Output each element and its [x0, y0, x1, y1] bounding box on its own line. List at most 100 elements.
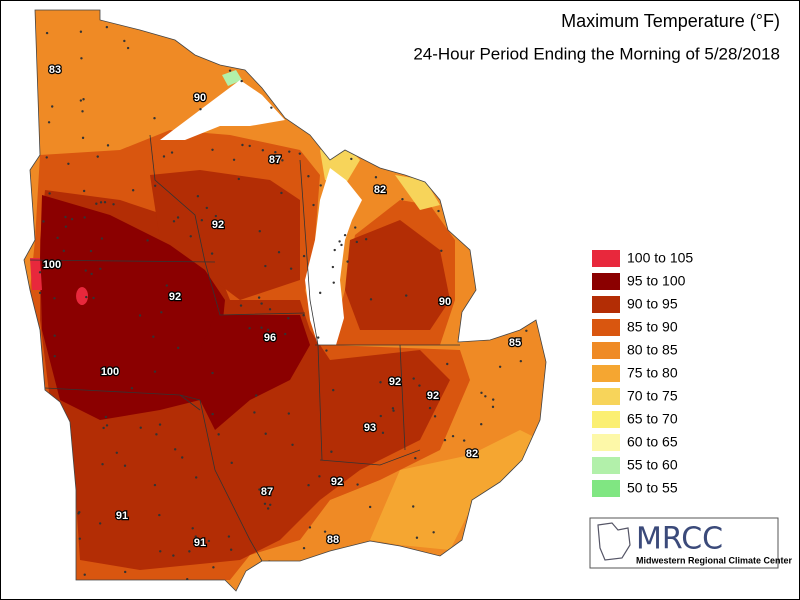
temperature-label: 88 [327, 534, 339, 546]
station [302, 254, 306, 258]
station [415, 536, 419, 539]
station [270, 106, 273, 109]
station [480, 391, 483, 395]
station [264, 264, 267, 268]
legend-label: 65 to 70 [627, 411, 678, 427]
temperature-label: 92 [212, 219, 224, 231]
station [291, 443, 294, 446]
station [287, 317, 290, 320]
station [280, 191, 283, 195]
station [172, 554, 175, 557]
station [181, 456, 184, 459]
station [83, 573, 86, 576]
legend-label: 80 to 85 [627, 342, 678, 358]
station [405, 294, 408, 297]
station [228, 69, 232, 72]
station [138, 314, 142, 317]
station [85, 295, 88, 299]
station [186, 578, 189, 581]
station [354, 226, 357, 229]
logo-name: MRCC [636, 522, 723, 557]
legend-swatch [592, 342, 620, 359]
station [170, 151, 174, 154]
temperature-label: 83 [49, 64, 61, 76]
station [240, 79, 243, 83]
station [255, 394, 258, 397]
station [130, 387, 134, 390]
station [302, 546, 306, 550]
station [153, 483, 157, 487]
legend-label: 100 to 105 [627, 250, 693, 266]
station [131, 189, 135, 192]
station [67, 162, 70, 165]
station [176, 346, 180, 350]
temperature-zone [30, 258, 42, 290]
station [103, 201, 107, 204]
station [77, 512, 80, 515]
station [189, 235, 192, 238]
station [330, 450, 333, 453]
temperature-zone [395, 175, 440, 210]
station [42, 220, 45, 223]
station [333, 248, 336, 252]
station [82, 189, 86, 193]
temperature-label: 91 [194, 537, 206, 549]
station [307, 484, 310, 487]
logo: MRCC Midwestern Regional Climate Center [589, 517, 793, 569]
logo-subtitle: Midwestern Regional Climate Center [636, 555, 793, 565]
legend-swatch [592, 296, 620, 313]
station [239, 304, 243, 307]
station [191, 527, 194, 530]
temperature-label: 82 [374, 184, 386, 196]
station [211, 371, 214, 375]
station [338, 240, 341, 243]
station [95, 202, 98, 205]
station [53, 355, 56, 358]
station [123, 464, 127, 467]
station [82, 98, 85, 101]
temperature-label: 100 [43, 259, 61, 271]
station [264, 432, 267, 435]
station [211, 148, 214, 151]
station [451, 434, 455, 438]
station [229, 548, 233, 551]
station [99, 267, 102, 270]
station [319, 184, 322, 187]
station [391, 407, 395, 410]
legend-swatch [592, 434, 620, 451]
station [484, 395, 487, 398]
station [48, 192, 51, 195]
station [443, 438, 447, 442]
station [331, 265, 335, 269]
station [432, 531, 435, 534]
station [158, 423, 162, 426]
legend: 100 to 105 95 to 100 90 to 95 85 to 90 80 to… [592, 250, 693, 497]
temperature-zone [370, 430, 540, 550]
legend-label: 60 to 65 [627, 434, 678, 450]
station [47, 121, 51, 124]
station [232, 158, 236, 162]
state-border [199, 399, 263, 562]
station [428, 406, 432, 410]
station [519, 359, 523, 363]
temperature-label: 100 [101, 366, 119, 378]
station [257, 296, 261, 299]
station [196, 195, 200, 198]
station [50, 105, 54, 108]
station [159, 550, 162, 553]
station [491, 405, 495, 409]
station [199, 108, 202, 111]
station [123, 39, 126, 43]
temperature-label: 92 [427, 390, 439, 402]
station [364, 237, 368, 241]
state-border [399, 344, 406, 451]
station [374, 176, 378, 179]
temperature-label: 96 [264, 332, 276, 344]
station [332, 281, 335, 284]
station [274, 150, 277, 154]
title: Maximum Temperature (°F) [561, 11, 780, 31]
temperature-zone [195, 315, 310, 430]
station [317, 336, 320, 339]
station [288, 150, 291, 153]
temperature-label: 92 [169, 291, 181, 303]
